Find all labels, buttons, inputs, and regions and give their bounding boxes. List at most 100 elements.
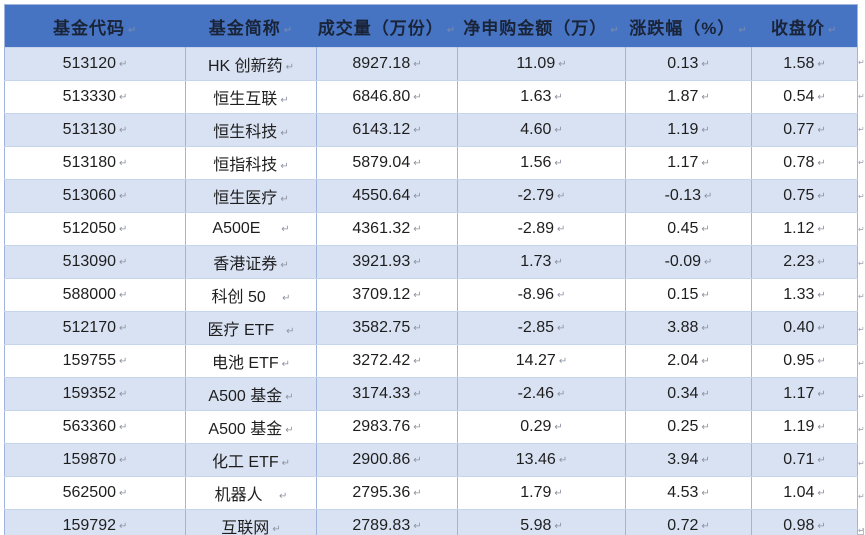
cell-code[interactable]: 513130 ↵ <box>4 113 186 147</box>
cell-close[interactable]: 0.98 ↵ <box>751 509 858 535</box>
cell-net[interactable]: 4.60 ↵ <box>457 113 626 147</box>
cell-change[interactable]: 1.87 ↵ <box>625 80 752 114</box>
cell-change[interactable]: -0.09 ↵ <box>625 245 752 279</box>
cell-name[interactable]: 互联网 ↵ <box>185 509 317 535</box>
cell-change[interactable]: 1.19 ↵ <box>625 113 752 147</box>
cell-net[interactable]: 13.46 ↵ <box>457 443 626 477</box>
cell-change[interactable]: 1.17 ↵ <box>625 146 752 180</box>
cell-volume[interactable]: 6846.80 ↵ <box>316 80 458 114</box>
cell-close[interactable]: 0.75 ↵ <box>751 179 858 213</box>
cell-volume[interactable]: 2983.76 ↵ <box>316 410 458 444</box>
cell-change[interactable]: 3.88 ↵ <box>625 311 752 345</box>
cell-close[interactable]: 0.71 ↵ <box>751 443 858 477</box>
cell-name[interactable]: A500 基金 ↵ <box>185 377 317 411</box>
header-cell-net[interactable]: 净申购金额（万） ↵ <box>457 4 626 48</box>
end-of-cell-marker: ↵ <box>413 224 422 235</box>
table-resize-handle[interactable] <box>857 528 864 535</box>
cell-change[interactable]: 0.72 ↵ <box>625 509 752 535</box>
cell-net[interactable]: 0.29 ↵ <box>457 410 626 444</box>
cell-volume[interactable]: 4550.64 ↵ <box>316 179 458 213</box>
cell-net[interactable]: 11.09 ↵ <box>457 47 626 81</box>
end-of-cell-marker: ↵ <box>557 389 566 400</box>
cell-code[interactable]: 513090 ↵ <box>4 245 186 279</box>
cell-code[interactable]: 159792 ↵ <box>4 509 186 535</box>
cell-name[interactable]: 恒生互联 ↵ <box>185 80 317 114</box>
cell-code[interactable]: 513180 ↵ <box>4 146 186 180</box>
cell-net[interactable]: 5.98 ↵ <box>457 509 626 535</box>
cell-code[interactable]: 513330 ↵ <box>4 80 186 114</box>
cell-net[interactable]: 1.79 ↵ <box>457 476 626 510</box>
cell-change[interactable]: 3.94 ↵ <box>625 443 752 477</box>
cell-close[interactable]: 0.78 ↵ <box>751 146 858 180</box>
table-row: 513060 ↵ 恒生医疗 ↵ 4550.64 ↵ -2.79 ↵ -0.13 ↵ 0.75 ↵ <box>4 179 858 213</box>
cell-close[interactable]: 1.58 ↵ <box>751 47 858 81</box>
cell-name[interactable]: A500 基金 ↵ <box>185 410 317 444</box>
cell-name[interactable]: 医疗 ETF ↵ <box>185 311 317 345</box>
cell-net[interactable]: 14.27 ↵ <box>457 344 626 378</box>
cell-net[interactable]: -2.79 ↵ <box>457 179 626 213</box>
cell-change[interactable]: 2.04 ↵ <box>625 344 752 378</box>
cell-code[interactable]: 512050 ↵ <box>4 212 186 246</box>
cell-close[interactable]: 0.95 ↵ <box>751 344 858 378</box>
cell-close[interactable]: 1.17 ↵ <box>751 377 858 411</box>
cell-name[interactable]: 机器人 ↵ <box>185 476 317 510</box>
cell-code[interactable]: 563360 ↵ <box>4 410 186 444</box>
cell-volume[interactable]: 4361.32 ↵ <box>316 212 458 246</box>
cell-change[interactable]: 0.34 ↵ <box>625 377 752 411</box>
cell-code[interactable]: 159755 ↵ <box>4 344 186 378</box>
cell-close[interactable]: 2.23 ↵ <box>751 245 858 279</box>
cell-name[interactable]: 恒指科技 ↵ <box>185 146 317 180</box>
cell-code[interactable]: 159352 ↵ <box>4 377 186 411</box>
cell-volume[interactable]: 5879.04 ↵ <box>316 146 458 180</box>
cell-change[interactable]: 0.25 ↵ <box>625 410 752 444</box>
cell-close[interactable]: 1.12 ↵ <box>751 212 858 246</box>
cell-volume[interactable]: 3921.93 ↵ <box>316 245 458 279</box>
cell-close[interactable]: 1.33 ↵ <box>751 278 858 312</box>
cell-volume[interactable]: 3709.12 ↵ <box>316 278 458 312</box>
cell-name[interactable]: A500E ↵ <box>185 212 317 246</box>
cell-volume[interactable]: 6143.12 ↵ <box>316 113 458 147</box>
cell-net[interactable]: -2.46 ↵ <box>457 377 626 411</box>
cell-name[interactable]: 化工 ETF ↵ <box>185 443 317 477</box>
cell-net[interactable]: 1.56 ↵ <box>457 146 626 180</box>
cell-close[interactable]: 0.77 ↵ <box>751 113 858 147</box>
cell-code[interactable]: 513120 ↵ <box>4 47 186 81</box>
cell-change[interactable]: 4.53 ↵ <box>625 476 752 510</box>
cell-code[interactable]: 562500 ↵ <box>4 476 186 510</box>
cell-name[interactable]: 恒生科技 ↵ <box>185 113 317 147</box>
cell-code[interactable]: 513060 ↵ <box>4 179 186 213</box>
cell-volume[interactable]: 2789.83 ↵ <box>316 509 458 535</box>
header-cell-volume[interactable]: 成交量（万份） ↵ <box>316 4 458 48</box>
cell-change[interactable]: -0.13 ↵ <box>625 179 752 213</box>
cell-code[interactable]: 159870 ↵ <box>4 443 186 477</box>
cell-net[interactable]: 1.73 ↵ <box>457 245 626 279</box>
cell-close[interactable]: 0.40 ↵ <box>751 311 858 345</box>
cell-volume[interactable]: 3272.42 ↵ <box>316 344 458 378</box>
cell-close[interactable]: 1.19 ↵ <box>751 410 858 444</box>
cell-volume[interactable]: 8927.18 ↵ <box>316 47 458 81</box>
cell-volume[interactable]: 3582.75 ↵ <box>316 311 458 345</box>
cell-name[interactable]: 恒生医疗 ↵ <box>185 179 317 213</box>
header-cell-close[interactable]: 收盘价 ↵ <box>751 4 858 48</box>
cell-change[interactable]: 0.15 ↵ <box>625 278 752 312</box>
cell-change[interactable]: 0.45 ↵ <box>625 212 752 246</box>
cell-volume[interactable]: 2795.36 ↵ <box>316 476 458 510</box>
cell-name[interactable]: HK 创新药 ↵ <box>185 47 317 81</box>
cell-close[interactable]: 0.54 ↵ <box>751 80 858 114</box>
cell-code[interactable]: 588000 ↵ <box>4 278 186 312</box>
cell-name[interactable]: 香港证券 ↵ <box>185 245 317 279</box>
cell-net[interactable]: -8.96 ↵ <box>457 278 626 312</box>
header-cell-change[interactable]: 涨跌幅（%） ↵ <box>625 4 752 48</box>
cell-name[interactable]: 电池 ETF ↵ <box>185 344 317 378</box>
cell-close[interactable]: 1.04 ↵ <box>751 476 858 510</box>
cell-change[interactable]: 0.13 ↵ <box>625 47 752 81</box>
cell-code[interactable]: 512170 ↵ <box>4 311 186 345</box>
cell-net[interactable]: -2.85 ↵ <box>457 311 626 345</box>
cell-volume[interactable]: 2900.86 ↵ <box>316 443 458 477</box>
cell-name[interactable]: 科创 50 ↵ <box>185 278 317 312</box>
header-cell-name[interactable]: 基金简称 ↵ <box>185 4 317 48</box>
cell-net[interactable]: 1.63 ↵ <box>457 80 626 114</box>
cell-volume[interactable]: 3174.33 ↵ <box>316 377 458 411</box>
cell-net[interactable]: -2.89 ↵ <box>457 212 626 246</box>
header-cell-code[interactable]: 基金代码 ↵ <box>4 4 186 48</box>
